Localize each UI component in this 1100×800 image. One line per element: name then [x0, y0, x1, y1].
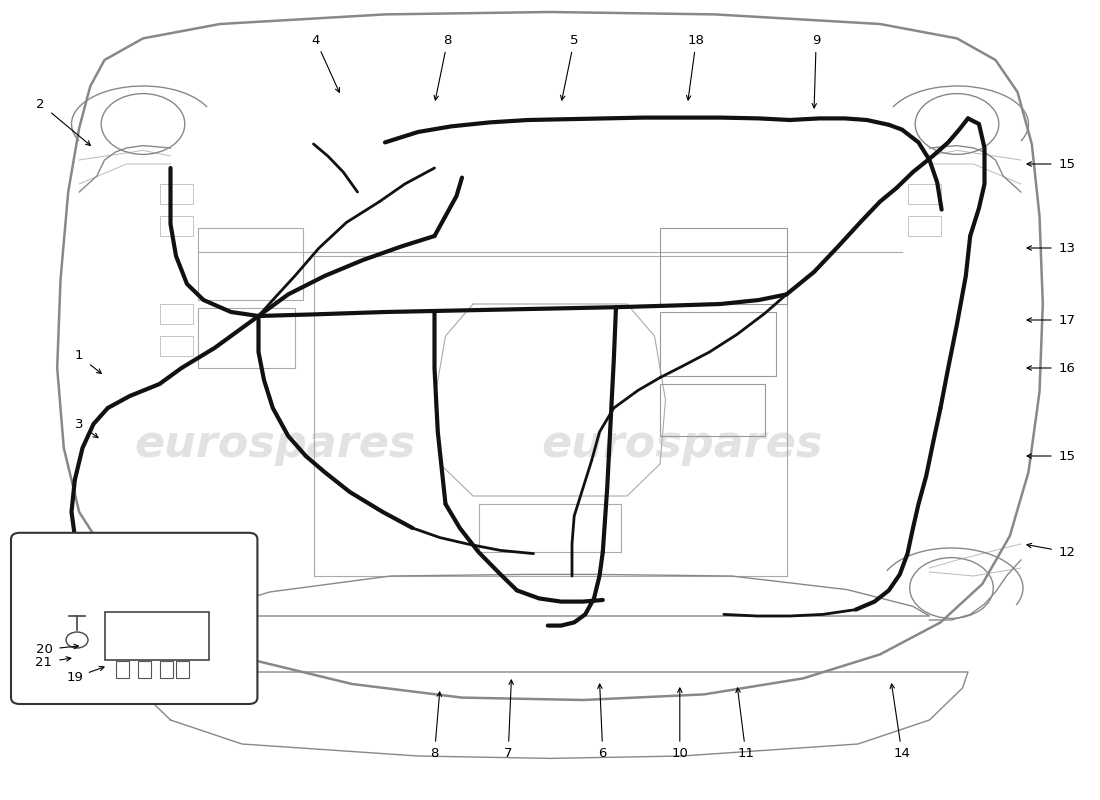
Text: 17: 17: [1058, 314, 1076, 326]
Text: 10: 10: [671, 747, 689, 760]
Text: 6: 6: [598, 747, 607, 760]
Text: 3: 3: [75, 418, 84, 430]
Text: 9: 9: [812, 34, 821, 46]
Text: 18: 18: [688, 34, 705, 46]
Text: 19: 19: [66, 671, 84, 684]
Text: 8: 8: [430, 747, 439, 760]
Text: 1: 1: [75, 350, 84, 362]
Text: eurospares: eurospares: [134, 422, 416, 466]
Text: 13: 13: [1058, 242, 1076, 254]
Text: 2: 2: [36, 98, 45, 110]
Text: 20: 20: [35, 643, 53, 656]
Text: 14: 14: [893, 747, 911, 760]
Text: 11: 11: [737, 747, 755, 760]
Text: 5: 5: [570, 34, 579, 46]
Text: eurospares: eurospares: [541, 422, 823, 466]
Text: 12: 12: [1058, 546, 1076, 558]
Text: 21: 21: [35, 656, 53, 669]
FancyBboxPatch shape: [11, 533, 257, 704]
Text: 8: 8: [443, 34, 452, 46]
Text: 15: 15: [1058, 450, 1076, 462]
Text: 15: 15: [1058, 158, 1076, 170]
Text: 4: 4: [311, 34, 320, 46]
Text: 7: 7: [504, 747, 513, 760]
Text: 16: 16: [1058, 362, 1076, 374]
